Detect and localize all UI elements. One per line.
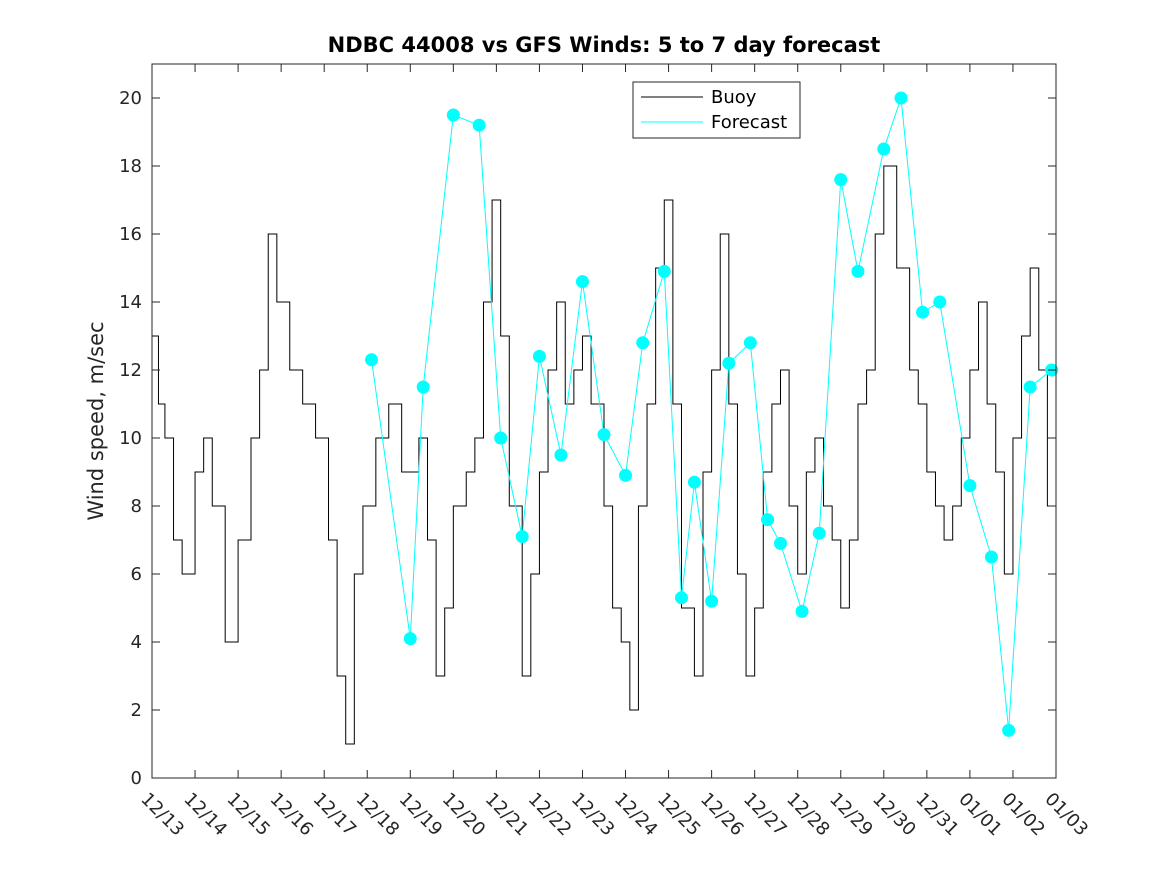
y-tick-label: 12 <box>119 360 142 381</box>
forecast-series-line <box>371 97 1053 731</box>
x-tick-label: 01/03 <box>1040 789 1092 841</box>
y-tick-label: 18 <box>119 156 142 177</box>
x-tick-label: 12/27 <box>739 789 791 841</box>
forecast-point <box>575 275 589 289</box>
y-tick-label: 20 <box>119 88 142 109</box>
forecast-point <box>894 91 908 105</box>
x-tick-label: 12/26 <box>696 789 748 841</box>
forecast-point <box>877 142 891 156</box>
x-tick-label: 12/21 <box>481 789 533 841</box>
forecast-point <box>812 526 826 540</box>
y-tick-label: 16 <box>119 224 142 245</box>
forecast-point <box>657 264 671 278</box>
x-tick-label: 01/01 <box>954 789 1006 841</box>
x-tick-label: 12/17 <box>309 789 361 841</box>
forecast-point <box>1002 723 1016 737</box>
forecast-point <box>743 336 757 350</box>
forecast-point <box>705 594 719 608</box>
forecast-point <box>619 468 633 482</box>
x-tick-label: 12/20 <box>438 789 490 841</box>
legend-buoy-label: Buoy <box>711 87 757 108</box>
x-tick-label: 12/28 <box>782 789 834 841</box>
forecast-point <box>1023 380 1037 394</box>
forecast-point <box>532 349 546 363</box>
forecast-point <box>834 173 848 187</box>
x-tick-label: 12/22 <box>524 789 576 841</box>
forecast-point <box>984 550 998 564</box>
plot-frame <box>151 63 1057 779</box>
forecast-point <box>403 632 417 646</box>
forecast-point <box>851 264 865 278</box>
chart-title: NDBC 44008 vs GFS Winds: 5 to 7 day fore… <box>328 33 881 57</box>
y-tick-label: 8 <box>131 496 142 517</box>
x-tick-label: 01/02 <box>997 789 1049 841</box>
forecast-point <box>416 380 430 394</box>
x-tick-label: 12/15 <box>223 789 275 841</box>
forecast-point <box>494 431 508 445</box>
forecast-point <box>761 513 775 527</box>
forecast-point <box>773 536 787 550</box>
x-tick-label: 12/18 <box>352 789 404 841</box>
y-axis-label: Wind speed, m/sec <box>84 321 108 520</box>
y-tick-label: 10 <box>119 428 142 449</box>
legend-forecast-label: Forecast <box>711 112 787 133</box>
forecast-point <box>365 353 379 367</box>
forecast-point <box>722 356 736 370</box>
legend-box <box>632 81 801 139</box>
x-tick-label: 12/13 <box>136 789 188 841</box>
forecast-point <box>472 118 486 132</box>
forecast-point <box>554 448 568 462</box>
forecast-point <box>446 108 460 122</box>
forecast-point <box>674 591 688 605</box>
y-tick-label: 0 <box>131 768 142 789</box>
forecast-point <box>963 479 977 493</box>
x-tick-label: 12/30 <box>868 789 920 841</box>
y-tick-label: 6 <box>131 564 142 585</box>
x-tick-label: 12/14 <box>180 789 232 841</box>
x-tick-label: 12/16 <box>266 789 318 841</box>
x-tick-label: 12/23 <box>567 789 619 841</box>
buoy-series-line <box>152 165 1057 745</box>
y-tick-label: 2 <box>131 700 142 721</box>
x-tick-label: 12/24 <box>610 789 662 841</box>
forecast-point <box>636 336 650 350</box>
y-tick-label: 4 <box>131 632 142 653</box>
forecast-point <box>933 295 947 309</box>
forecast-point <box>687 475 701 489</box>
forecast-point <box>597 428 611 442</box>
y-tick-label: 14 <box>119 292 142 313</box>
x-tick-label: 12/31 <box>911 789 963 841</box>
x-tick-label: 12/19 <box>395 789 447 841</box>
legend: Buoy Forecast <box>632 81 801 139</box>
x-tick-label: 12/25 <box>653 789 705 841</box>
forecast-point <box>515 530 529 544</box>
x-tick-label: 12/29 <box>825 789 877 841</box>
forecast-point <box>795 604 809 618</box>
forecast-point <box>916 305 930 319</box>
